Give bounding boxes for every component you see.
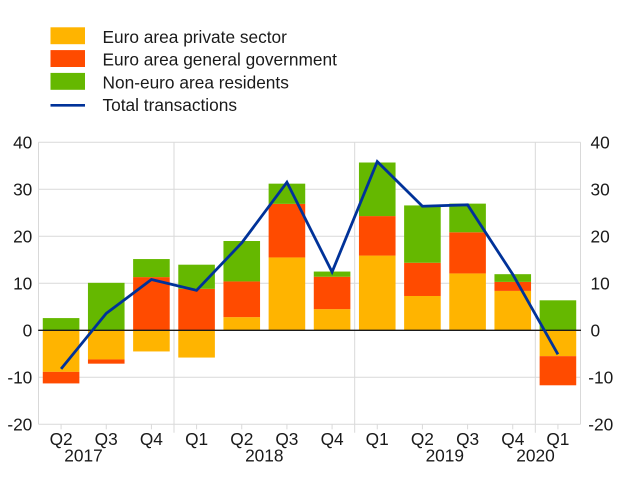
svg-text:Total transactions: Total transactions (103, 95, 238, 115)
svg-text:Euro area private sector: Euro area private sector (103, 27, 288, 47)
svg-text:40: 40 (13, 132, 32, 152)
svg-text:Q1: Q1 (185, 429, 208, 449)
svg-text:Q3: Q3 (95, 429, 118, 449)
svg-text:2018: 2018 (245, 445, 283, 465)
svg-text:20: 20 (591, 226, 610, 246)
svg-text:Non-euro area residents: Non-euro area residents (103, 73, 290, 93)
svg-text:Q4: Q4 (140, 429, 163, 449)
svg-text:-10: -10 (588, 367, 613, 387)
svg-text:Q1: Q1 (366, 429, 389, 449)
svg-text:0: 0 (591, 320, 601, 340)
svg-text:Q2: Q2 (230, 429, 253, 449)
svg-text:10: 10 (13, 273, 32, 293)
svg-text:30: 30 (13, 179, 32, 199)
svg-text:0: 0 (23, 320, 33, 340)
svg-text:-20: -20 (588, 414, 613, 434)
svg-text:Q2: Q2 (50, 429, 73, 449)
svg-text:Q4: Q4 (501, 429, 524, 449)
svg-text:Q3: Q3 (456, 429, 479, 449)
svg-text:Q4: Q4 (321, 429, 344, 449)
svg-text:2017: 2017 (64, 445, 102, 465)
svg-text:-20: -20 (7, 414, 32, 434)
svg-text:2020: 2020 (516, 445, 554, 465)
svg-text:Q2: Q2 (411, 429, 434, 449)
svg-text:Q3: Q3 (275, 429, 298, 449)
svg-text:20: 20 (13, 226, 32, 246)
svg-text:10: 10 (591, 273, 610, 293)
svg-text:40: 40 (591, 132, 610, 152)
svg-text:-10: -10 (7, 367, 32, 387)
svg-text:30: 30 (591, 179, 610, 199)
svg-text:Euro area general government: Euro area general government (103, 50, 338, 70)
svg-text:Q1: Q1 (546, 429, 569, 449)
svg-text:2019: 2019 (426, 445, 464, 465)
